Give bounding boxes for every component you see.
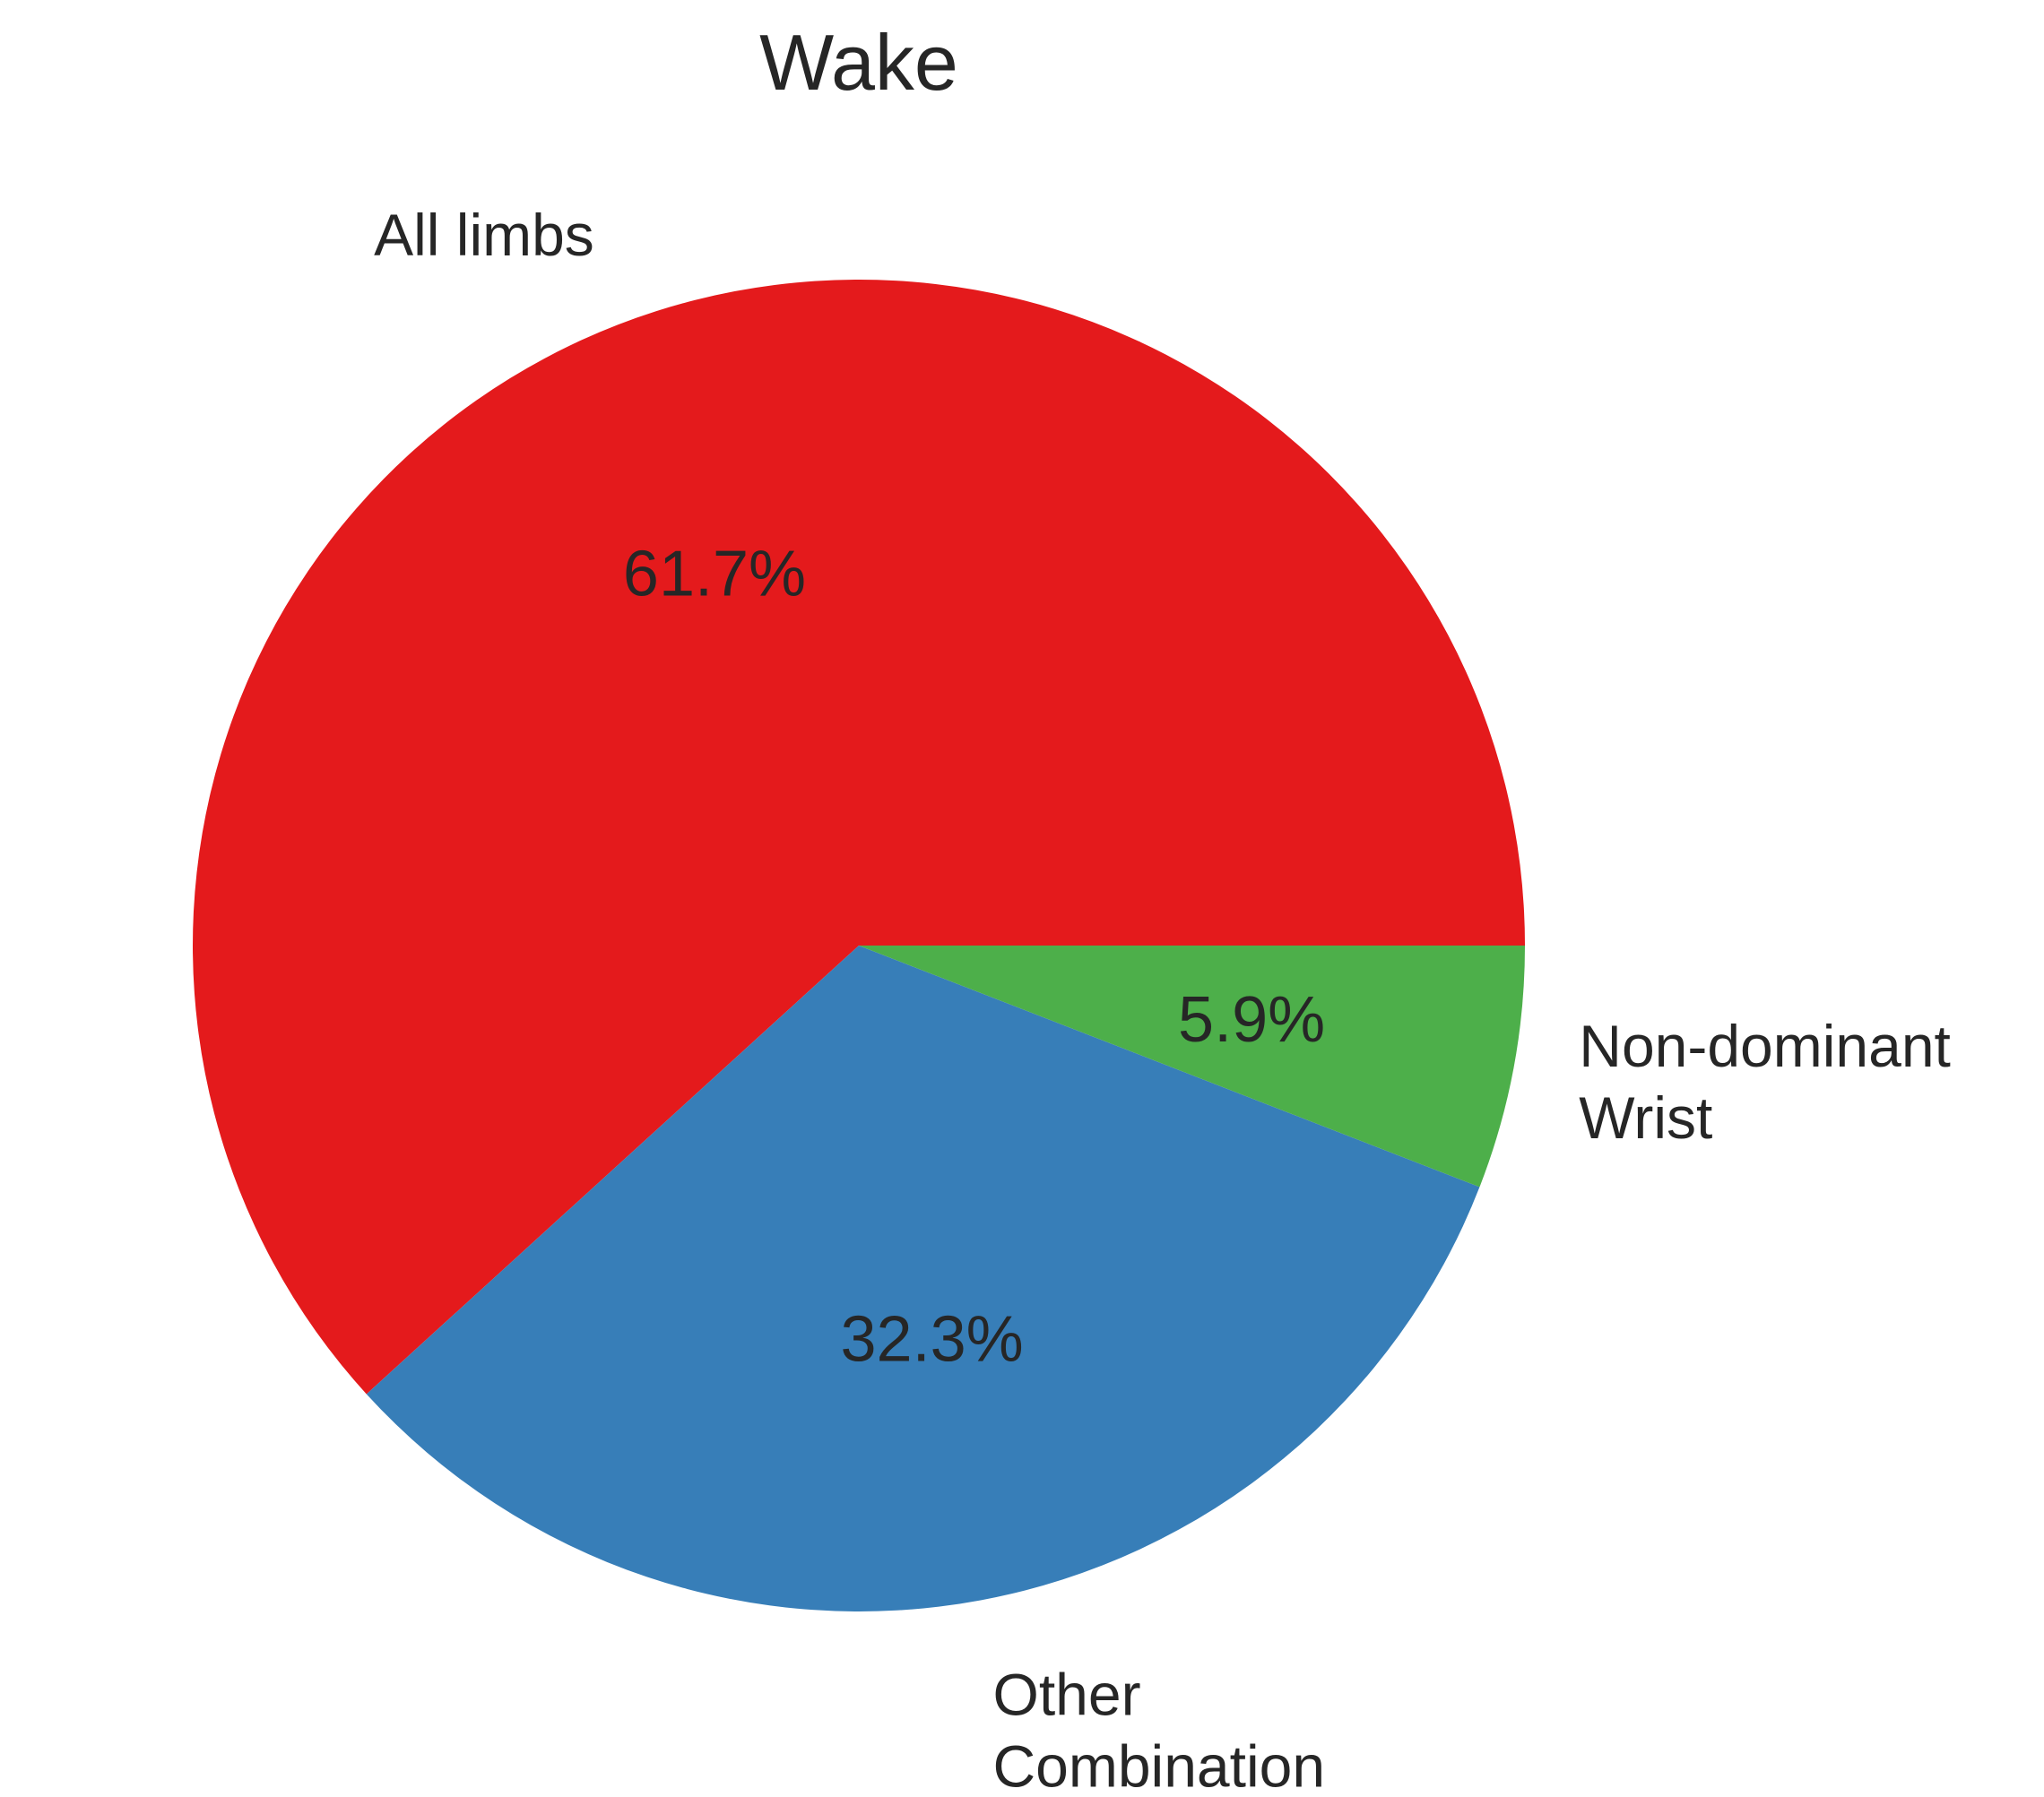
pie-slice-2 — [859, 946, 1525, 1188]
slice-label-line: Wrist — [1579, 1084, 1712, 1151]
slice-label-line: Other — [993, 1662, 1141, 1728]
pie-slice-0 — [192, 279, 1525, 1395]
slice-label-1: Other Combination — [993, 1662, 1326, 1797]
slice-percent-1: 32.3% — [841, 1303, 1024, 1375]
slice-label-0: All limbs — [374, 202, 594, 268]
slice-label-line: All limbs — [374, 202, 594, 268]
slice-label-line: Non-dominant — [1579, 1013, 1951, 1079]
slice-label-line: Combination — [993, 1733, 1326, 1797]
pie-labels: All limbs 61.7% Other Combination 32.3% Non-d… — [374, 202, 1951, 1797]
slice-percent-2: 5.9% — [1178, 984, 1325, 1056]
slice-percent-0: 61.7% — [623, 538, 806, 609]
pie-slices — [192, 279, 1525, 1612]
slice-label-2: Non-dominant Wrist — [1579, 1013, 1951, 1151]
chart-title: Wake — [759, 18, 958, 107]
pie-slice-1 — [366, 946, 1480, 1612]
